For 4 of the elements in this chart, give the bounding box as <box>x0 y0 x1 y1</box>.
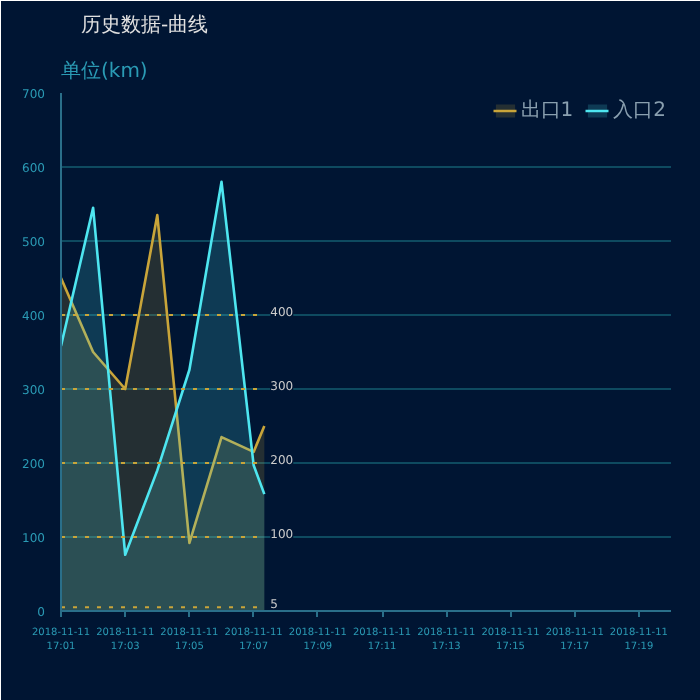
y-axis-title: 单位(km) <box>61 59 148 83</box>
legend-label: 入口2 <box>613 97 666 124</box>
legend-label: 出口1 <box>520 97 574 124</box>
chart-title: 历史数据-曲线 <box>81 13 209 37</box>
